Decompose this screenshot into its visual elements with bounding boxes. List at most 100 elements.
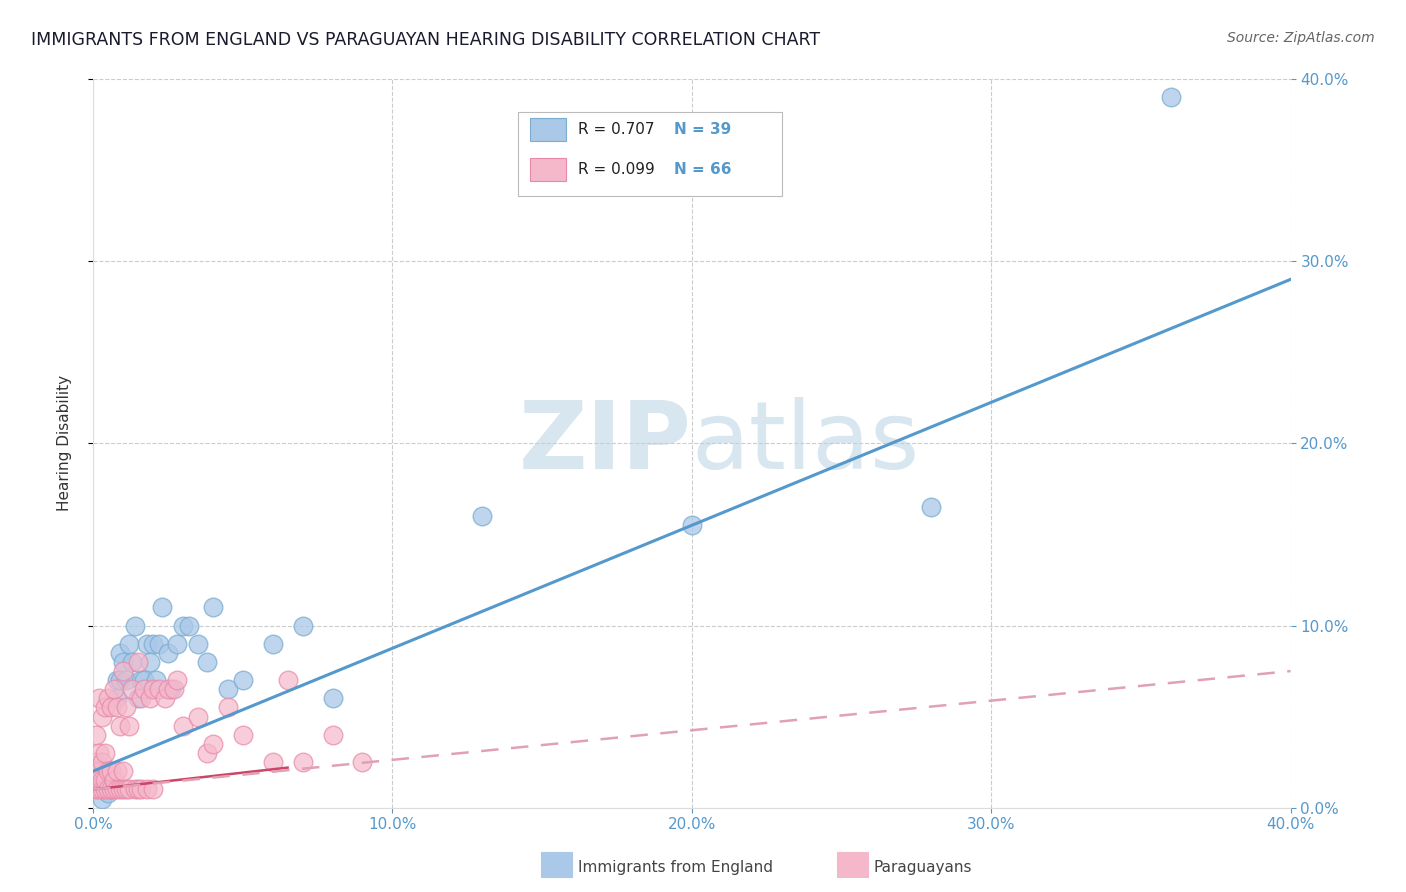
Point — [84, 782, 107, 797]
Point — [105, 700, 128, 714]
Point — [471, 509, 494, 524]
Point — [115, 782, 138, 797]
FancyBboxPatch shape — [530, 158, 567, 181]
Point — [94, 700, 117, 714]
Point — [84, 773, 107, 788]
Point — [172, 618, 194, 632]
Point — [322, 691, 344, 706]
Point — [322, 728, 344, 742]
Point — [187, 709, 209, 723]
Point — [105, 764, 128, 779]
Point — [91, 709, 114, 723]
Point — [217, 682, 239, 697]
Point — [118, 782, 141, 797]
Point — [129, 691, 152, 706]
Point — [135, 782, 157, 797]
Point — [103, 682, 125, 697]
Point — [124, 618, 146, 632]
Point — [156, 682, 179, 697]
Point — [87, 764, 110, 779]
Text: Paraguayans: Paraguayans — [873, 861, 972, 875]
Text: R = 0.099: R = 0.099 — [578, 161, 655, 177]
Point — [1160, 90, 1182, 104]
Point — [87, 782, 110, 797]
Point — [160, 682, 183, 697]
Text: ZIP: ZIP — [519, 397, 692, 490]
Point — [103, 779, 125, 793]
Point — [352, 755, 374, 769]
Point — [145, 673, 167, 688]
FancyBboxPatch shape — [519, 112, 782, 195]
Text: N = 39: N = 39 — [673, 122, 731, 136]
Point — [920, 500, 942, 514]
Point — [153, 691, 176, 706]
Point — [681, 518, 703, 533]
Point — [91, 791, 114, 805]
Point — [87, 746, 110, 760]
Point — [84, 764, 107, 779]
Point — [148, 637, 170, 651]
Point — [97, 786, 120, 800]
Point — [108, 673, 131, 688]
Point — [111, 782, 134, 797]
Point — [132, 673, 155, 688]
Point — [166, 673, 188, 688]
Point — [232, 728, 254, 742]
Point — [100, 782, 122, 797]
Point — [156, 646, 179, 660]
Text: atlas: atlas — [692, 397, 920, 490]
Point — [103, 782, 125, 797]
Point — [108, 646, 131, 660]
Point — [124, 782, 146, 797]
Point — [129, 782, 152, 797]
Point — [118, 637, 141, 651]
Point — [105, 691, 128, 706]
Point — [97, 691, 120, 706]
Point — [94, 782, 117, 797]
Point — [115, 673, 138, 688]
Point — [163, 682, 186, 697]
Point — [262, 755, 284, 769]
Point — [135, 637, 157, 651]
Point — [232, 673, 254, 688]
Point — [277, 673, 299, 688]
Point — [108, 719, 131, 733]
Point — [100, 764, 122, 779]
Point — [195, 746, 218, 760]
Point — [142, 637, 165, 651]
Point — [84, 755, 107, 769]
Text: Source: ZipAtlas.com: Source: ZipAtlas.com — [1227, 31, 1375, 45]
Point — [148, 682, 170, 697]
Point — [91, 782, 114, 797]
Point — [291, 755, 314, 769]
Point — [100, 700, 122, 714]
Point — [177, 618, 200, 632]
Point — [201, 600, 224, 615]
Point — [115, 700, 138, 714]
Point — [172, 719, 194, 733]
Point — [105, 673, 128, 688]
Point — [139, 691, 162, 706]
Point — [87, 773, 110, 788]
Point — [97, 782, 120, 797]
Point — [84, 728, 107, 742]
Point — [121, 655, 143, 669]
Point — [187, 637, 209, 651]
Point — [166, 637, 188, 651]
Point — [91, 773, 114, 788]
Point — [121, 682, 143, 697]
Point — [132, 682, 155, 697]
Point — [111, 764, 134, 779]
Point — [111, 664, 134, 678]
Point — [118, 719, 141, 733]
Point — [87, 691, 110, 706]
Point — [291, 618, 314, 632]
Y-axis label: Hearing Disability: Hearing Disability — [58, 376, 72, 511]
Text: N = 66: N = 66 — [673, 161, 731, 177]
Point — [94, 746, 117, 760]
Point — [108, 782, 131, 797]
Point — [127, 782, 149, 797]
Text: Immigrants from England: Immigrants from England — [578, 861, 773, 875]
Point — [150, 600, 173, 615]
Point — [127, 691, 149, 706]
